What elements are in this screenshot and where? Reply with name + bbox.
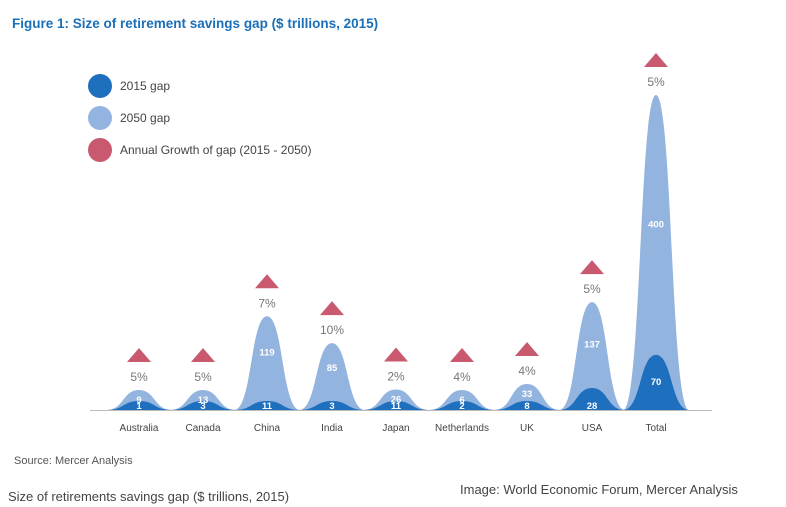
- label-2050-india: 85: [327, 363, 338, 374]
- growth-marker-netherlands: [450, 348, 474, 362]
- label-2050-japan: 26: [391, 395, 402, 406]
- legend-swatch-2015-gap: [88, 74, 112, 98]
- bar-2015-china: [234, 401, 300, 410]
- growth-marker-uk: [515, 342, 539, 357]
- legend-label-growth: Annual Growth of gap (2015 - 2050): [120, 143, 312, 157]
- label-2050-total: 400: [648, 219, 664, 230]
- image-credit: Image: World Economic Forum, Mercer Anal…: [460, 482, 738, 497]
- label-2015-uk: 8: [524, 401, 529, 412]
- category-label-japan: Japan: [382, 423, 409, 434]
- bar-2015-netherlands: [429, 401, 495, 410]
- bar-2015-uk: [494, 401, 560, 410]
- bar-2015-canada: [170, 401, 236, 410]
- bar-2050-uk: [494, 384, 560, 410]
- label-2050-australia: 9: [136, 395, 141, 406]
- category-label-total: Total: [645, 423, 666, 434]
- bar-2050-australia: [106, 390, 172, 410]
- growth-label-japan: 2%: [387, 370, 405, 384]
- bar-2050-canada: [170, 390, 236, 410]
- growth-label-china: 7%: [258, 296, 276, 310]
- label-2015-canada: 3: [200, 401, 205, 412]
- legend-swatch-2050-gap: [88, 106, 112, 130]
- growth-marker-total: [644, 53, 668, 67]
- label-2015-netherlands: 2: [459, 401, 464, 412]
- legend-item-2015-gap: 2015 gap: [88, 70, 311, 102]
- bar-2050-japan: [363, 389, 429, 410]
- label-2050-uk: 33: [522, 389, 533, 400]
- growth-marker-canada: [191, 348, 215, 362]
- category-label-canada: Canada: [185, 423, 220, 434]
- bar-2050-total: [623, 95, 689, 410]
- growth-marker-australia: [127, 348, 151, 362]
- source-note: Source: Mercer Analysis: [14, 455, 133, 467]
- growth-label-india: 10%: [320, 323, 344, 337]
- bar-2050-netherlands: [429, 390, 495, 410]
- bar-2015-india: [299, 401, 365, 410]
- label-2015-usa: 28: [587, 401, 598, 412]
- legend-item-growth: Annual Growth of gap (2015 - 2050): [88, 134, 311, 166]
- growth-label-uk: 4%: [518, 364, 536, 378]
- growth-marker-india: [320, 301, 344, 316]
- legend-label-2015-gap: 2015 gap: [120, 79, 171, 93]
- bar-2050-usa: [559, 302, 625, 410]
- growth-label-usa: 5%: [583, 282, 601, 296]
- category-label-uk: UK: [520, 423, 534, 434]
- figure-title: Figure 1: Size of retirement savings gap…: [12, 16, 379, 31]
- category-label-india: India: [321, 423, 343, 434]
- label-2015-japan: 11: [391, 401, 402, 412]
- label-2050-usa: 137: [584, 339, 600, 350]
- category-label-china: China: [254, 423, 281, 434]
- growth-marker-china: [255, 274, 279, 289]
- growth-label-total: 5%: [647, 75, 665, 89]
- legend-label-2050-gap: 2050 gap: [120, 111, 171, 125]
- label-2050-canada: 13: [198, 395, 209, 406]
- category-label-netherlands: Netherlands: [435, 423, 489, 434]
- bar-2050-china: [234, 316, 300, 410]
- growth-marker-usa: [580, 260, 604, 275]
- label-2015-australia: 1: [136, 401, 142, 412]
- label-2015-india: 3: [329, 401, 334, 412]
- label-2050-netherlands: 6: [459, 395, 464, 406]
- image-caption: Size of retirements savings gap ($ trill…: [8, 489, 290, 504]
- label-2015-china: 11: [262, 401, 273, 412]
- category-label-australia: Australia: [120, 423, 159, 434]
- bar-2050-india: [299, 343, 365, 410]
- legend-swatch-growth: [88, 138, 112, 162]
- bar-2015-japan: [363, 401, 429, 410]
- growth-marker-japan: [384, 347, 408, 362]
- bar-2015-usa: [559, 387, 625, 410]
- bar-2015-australia: [106, 401, 172, 410]
- label-2050-china: 119: [259, 348, 274, 359]
- bar-2015-total: [623, 354, 689, 410]
- growth-label-canada: 5%: [194, 370, 212, 384]
- growth-label-netherlands: 4%: [453, 370, 471, 384]
- label-2015-total: 70: [651, 377, 662, 388]
- legend: 2015 gap 2050 gap Annual Growth of gap (…: [88, 70, 311, 166]
- category-label-usa: USA: [582, 423, 603, 434]
- legend-item-2050-gap: 2050 gap: [88, 102, 311, 134]
- growth-label-australia: 5%: [130, 370, 148, 384]
